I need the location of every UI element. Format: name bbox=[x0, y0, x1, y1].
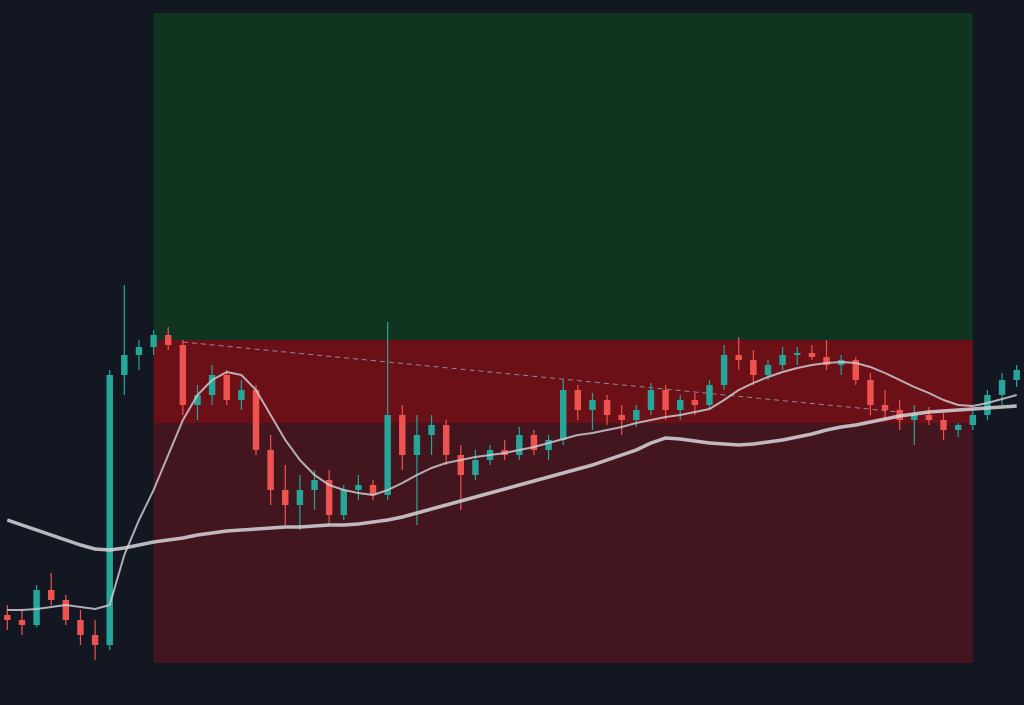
candle-body bbox=[852, 360, 859, 380]
candle-body bbox=[706, 385, 713, 405]
moving-average bbox=[7, 361, 1017, 611]
candle-body bbox=[91, 635, 99, 645]
candle-body bbox=[252, 390, 260, 450]
candle-body bbox=[121, 355, 128, 375]
candle-body bbox=[750, 360, 757, 375]
candle-body bbox=[574, 390, 582, 410]
candle-body bbox=[647, 390, 655, 410]
candle-body bbox=[867, 380, 874, 405]
candle-body bbox=[530, 435, 538, 450]
candle-body bbox=[808, 353, 816, 357]
candle-body bbox=[62, 600, 70, 620]
candle-body bbox=[4, 615, 11, 620]
candle-body bbox=[633, 410, 640, 420]
candle-body bbox=[589, 400, 596, 410]
candle-body bbox=[691, 400, 699, 405]
candle-body bbox=[135, 347, 143, 355]
candle-body bbox=[545, 440, 552, 450]
candle-body bbox=[428, 425, 435, 435]
candle-body bbox=[369, 485, 377, 495]
trendline bbox=[182, 341, 900, 413]
candle-body bbox=[677, 400, 684, 410]
candle-body bbox=[18, 620, 26, 625]
candle-body bbox=[457, 455, 465, 475]
candle-body bbox=[282, 490, 289, 505]
position-zone bbox=[153, 13, 973, 340]
candle-body bbox=[911, 415, 918, 420]
candle-body bbox=[150, 335, 157, 347]
candle-body bbox=[238, 390, 245, 400]
candle-body bbox=[954, 425, 962, 430]
candle-body bbox=[179, 345, 187, 405]
candle-body bbox=[223, 375, 230, 400]
candle-body bbox=[33, 590, 40, 625]
moving-average bbox=[6, 404, 1017, 552]
candle-body bbox=[77, 620, 84, 635]
candle-body bbox=[881, 405, 889, 410]
candle-body bbox=[516, 435, 523, 455]
candle-body bbox=[969, 415, 977, 425]
candle-body bbox=[399, 415, 406, 455]
candle-body bbox=[925, 415, 933, 420]
candle-body bbox=[413, 435, 421, 455]
candle-body bbox=[194, 395, 201, 405]
candle-body bbox=[559, 390, 567, 440]
candle-body bbox=[764, 365, 772, 375]
candle-body bbox=[940, 420, 947, 430]
candle-body bbox=[442, 425, 450, 455]
candle-body bbox=[472, 460, 479, 475]
candle-body bbox=[355, 485, 362, 490]
candle-body bbox=[1013, 370, 1020, 380]
candle-body bbox=[106, 375, 113, 645]
candle-body bbox=[779, 355, 786, 365]
candle-body bbox=[823, 357, 830, 365]
candle-body bbox=[998, 380, 1006, 395]
candle-body bbox=[794, 353, 801, 355]
candle-body bbox=[208, 375, 216, 395]
candle-body bbox=[311, 480, 318, 490]
candle-body bbox=[340, 490, 347, 515]
candle-body bbox=[662, 390, 669, 410]
candle-body bbox=[720, 355, 728, 385]
candle-body bbox=[165, 335, 172, 345]
candle-body bbox=[618, 415, 625, 420]
candle-body bbox=[267, 450, 274, 490]
position-zone bbox=[153, 423, 973, 663]
candle-body bbox=[325, 480, 333, 515]
candle-body bbox=[735, 355, 742, 360]
candle-body bbox=[384, 415, 391, 495]
candle-body bbox=[296, 490, 304, 505]
candle-body bbox=[984, 395, 991, 415]
candle-body bbox=[47, 590, 55, 600]
candle-body bbox=[603, 400, 611, 415]
